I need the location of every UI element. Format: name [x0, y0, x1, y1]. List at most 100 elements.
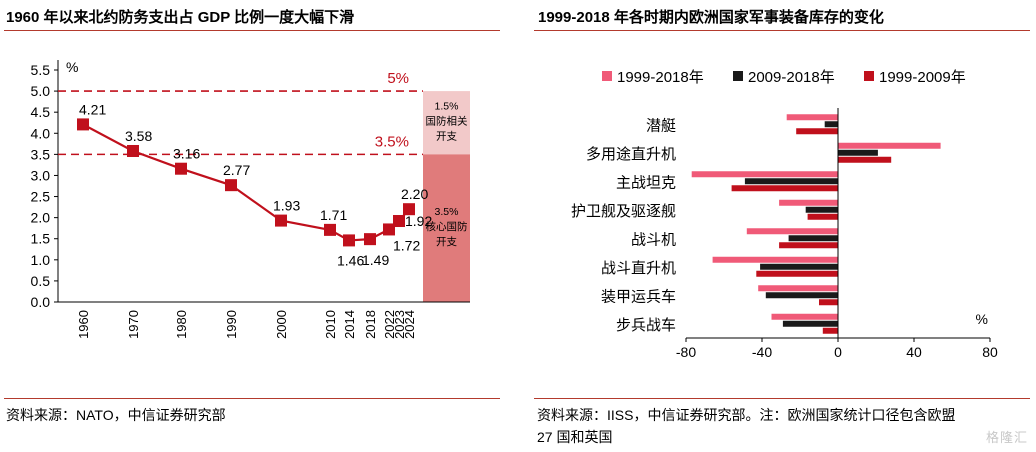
data-label-2010: 1.71: [320, 207, 347, 223]
bar-4-1: [788, 235, 838, 242]
y-tick-label-2: 1.0: [31, 252, 51, 268]
legend-swatch-1: [733, 71, 743, 81]
x-tick-label-2022: 2022: [382, 310, 397, 339]
category-label-3: 护卫舰及驱逐舰: [571, 203, 676, 220]
y-tick-label-0: 0.0: [31, 294, 51, 310]
x-tick-label-0: -80: [676, 344, 696, 360]
y-tick-label-11: 5.5: [31, 62, 51, 78]
y-tick-label-7: 3.5: [31, 146, 51, 162]
bar-6-0: [758, 285, 838, 292]
left-source-rule: [4, 398, 500, 399]
data-label-2000: 1.93: [273, 198, 300, 214]
right-source: 资料来源：IISS，中信证券研究部。注：欧洲国家统计口径包含欧盟 27 国和英国: [537, 404, 955, 448]
x-tick-label-3: 40: [906, 344, 922, 360]
reference-label-1: 3.5%: [375, 133, 409, 150]
watermark-logo: 格隆汇: [985, 430, 1028, 445]
bar-2-1: [744, 178, 838, 185]
x-tick-label-1: -40: [752, 344, 772, 360]
marker-1990: [225, 179, 237, 192]
marker-2018: [364, 233, 376, 246]
category-label-4: 战斗机: [631, 231, 676, 248]
marker-2024: [403, 203, 415, 216]
category-label-6: 装甲运兵车: [601, 288, 676, 305]
band-0-label-0: 1.5%: [435, 101, 459, 113]
data-label-1980: 3.16: [173, 146, 200, 162]
bar-5-1: [760, 263, 838, 270]
x-tick-label-1970: 1970: [126, 310, 141, 339]
category-label-5: 战斗直升机: [601, 260, 676, 277]
band-1-label-0: 3.5%: [435, 206, 459, 218]
bar-1-1: [838, 149, 878, 156]
legend-swatch-2: [864, 71, 874, 81]
bar-chart: 1999-2018年 2009-2018年 1999-2009年 -80 -40 0 40 8…: [571, 69, 998, 360]
right-source-rule: [534, 398, 1030, 399]
left-chart-title: 1960 年以来北约防务支出占 GDP 比例一度大幅下滑: [6, 9, 355, 26]
right-chart-title: 1999-2018 年各时期内欧洲国家军事装备库存的变化: [538, 9, 884, 26]
right-source-line1: 资料来源：IISS，中信证券研究部。注：欧洲国家统计口径包含欧盟: [537, 407, 956, 423]
bar-2-0: [691, 171, 838, 178]
bar-0-0: [786, 114, 838, 121]
bar-5-0: [712, 256, 838, 263]
x-tick-label-2023: 2023: [392, 310, 407, 339]
x-tick-label-2014: 2014: [342, 310, 357, 339]
data-label-1970: 3.58: [125, 128, 152, 144]
bar-3-0: [779, 199, 838, 206]
category-label-0: 潜艇: [646, 117, 676, 134]
bar-4-0: [746, 228, 838, 235]
y-tick-label-3: 1.5: [31, 231, 51, 247]
x-tick-label-2: 0: [834, 344, 842, 360]
legend-label-2: 1999-2009年: [879, 69, 966, 86]
marker-2023: [393, 215, 405, 228]
y-unit: %: [66, 59, 78, 75]
band-0-label-1: 国防相关: [426, 115, 468, 128]
data-label-2022: 1.72: [393, 237, 420, 253]
data-label-2023: 1.92: [405, 213, 432, 229]
data-label-1990: 2.77: [223, 162, 250, 178]
y-tick-label-10: 5.0: [31, 83, 51, 99]
x-tick-label-1990: 1990: [224, 310, 239, 339]
bar-1-0: [838, 142, 941, 149]
data-label-2018: 1.49: [362, 252, 389, 268]
marker-1960: [77, 118, 89, 131]
data-label-2014: 1.46: [337, 252, 364, 268]
category-label-7: 步兵战车: [616, 317, 676, 334]
bar-1-2: [838, 156, 892, 163]
band-0: [423, 91, 470, 155]
y-tick-label-5: 2.5: [31, 189, 51, 205]
bar-4-2: [779, 242, 838, 249]
bar-3-1: [805, 206, 838, 213]
category-label-2: 主战坦克: [616, 174, 676, 191]
band-1: [423, 154, 470, 302]
bar-3-2: [807, 213, 838, 220]
left-title-rule: [4, 30, 500, 31]
bar-0-2: [796, 128, 838, 135]
category-label-1: 多用途直升机: [586, 146, 676, 163]
legend-label-0: 1999-2018年: [617, 69, 704, 86]
y-tick-label-9: 4.5: [31, 104, 51, 120]
marker-1970: [127, 144, 139, 157]
y-tick-label-6: 3.0: [31, 167, 51, 183]
right-source-line2: 27 国和英国: [537, 429, 613, 445]
x-tick-label-2000: 2000: [274, 310, 289, 339]
data-label-1960: 4.21: [79, 101, 106, 117]
band-0-label-2: 开支: [436, 131, 457, 143]
band-1-label-2: 开支: [436, 236, 457, 248]
data-label-2024: 2.20: [401, 186, 428, 202]
y-tick-label-1: 0.5: [31, 273, 51, 289]
line-chart: 1.5%国防相关开支3.5%核心国防开支0.00.51.01.52.02.53.…: [31, 59, 470, 339]
bar-0-1: [824, 121, 838, 128]
marker-2010: [324, 223, 336, 236]
legend-swatch-0: [602, 71, 612, 81]
x-tick-label-1960: 1960: [76, 310, 91, 339]
x-tick-label-1980: 1980: [174, 310, 189, 339]
x-tick-label-2018: 2018: [363, 310, 378, 339]
legend-label-1: 2009-2018年: [748, 69, 835, 86]
bar-5-2: [756, 270, 838, 277]
x-tick-label-2024: 2024: [402, 310, 417, 339]
marker-2000: [275, 214, 287, 227]
bar-7-0: [771, 313, 838, 320]
bar-7-2: [822, 327, 838, 334]
marker-1980: [175, 162, 187, 175]
x-unit: %: [976, 311, 988, 327]
bar-2-2: [731, 185, 838, 192]
